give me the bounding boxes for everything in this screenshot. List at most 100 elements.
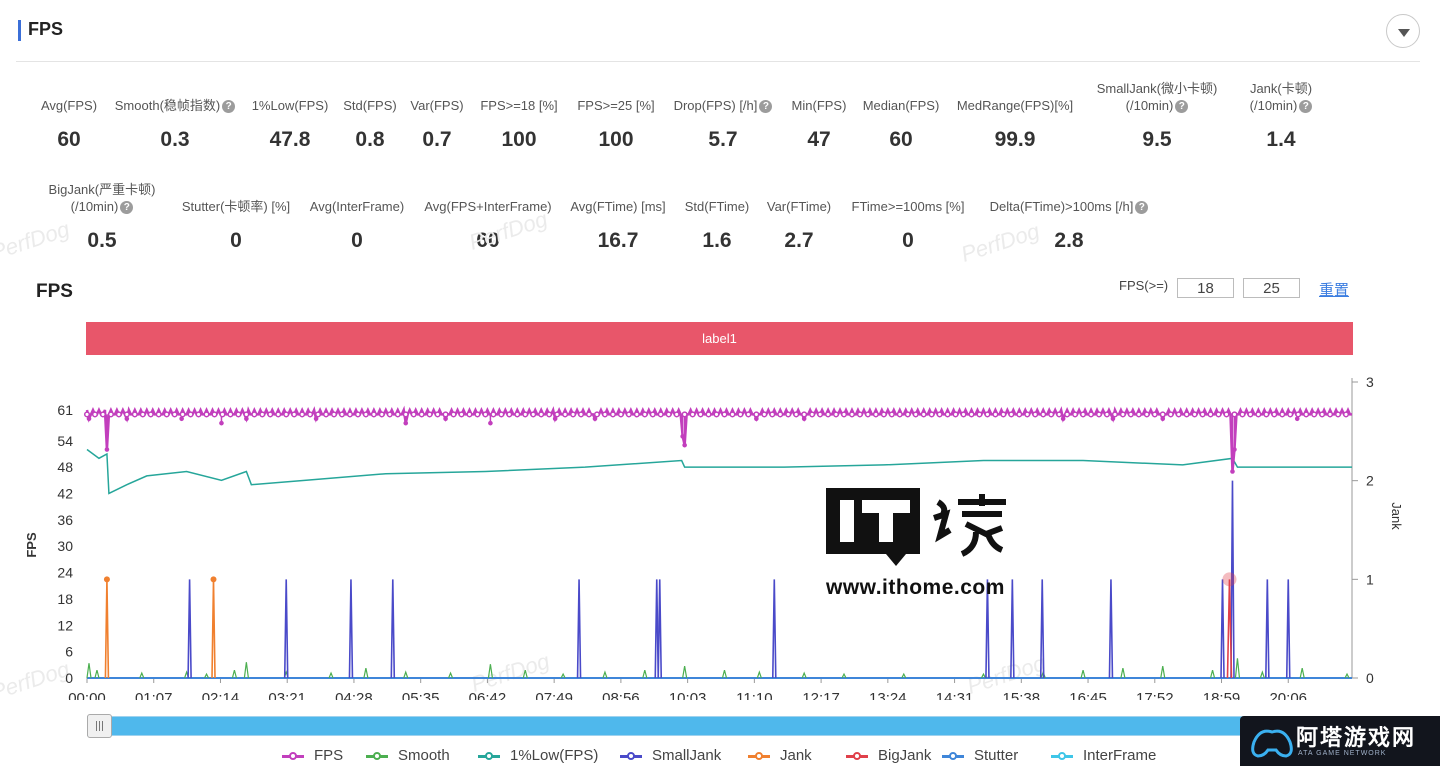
fps-dip-point [488, 420, 493, 426]
fps-point [338, 411, 346, 418]
fps-point [737, 411, 744, 418]
fps-point [546, 411, 553, 418]
fps-point [745, 411, 752, 418]
fps-point [195, 411, 202, 418]
fps-point [1119, 411, 1126, 418]
x-tick-label: 01:07 [135, 690, 173, 700]
y-tick-label: 6 [65, 644, 73, 660]
fps-point [1183, 411, 1190, 418]
reset-link[interactable]: 重置 [1319, 282, 1350, 299]
metric-r1-12: Jank(卡顿) (/10min)? 1.4 [1191, 80, 1371, 152]
fps-point [1263, 411, 1270, 418]
metric-label: Std(FPS) [343, 98, 397, 113]
metric-label: 1%Low(FPS) [251, 98, 329, 113]
fps-dip-point [682, 442, 687, 448]
y-tick-label: 30 [57, 538, 73, 554]
metric-label: Min(FPS) [791, 98, 847, 113]
x-tick-label: 00:00 [68, 690, 106, 700]
y-tick-label: 24 [57, 565, 73, 581]
series-smalljank-spike [1265, 579, 1270, 679]
label-band[interactable]: label1 [86, 322, 1353, 355]
help-icon[interactable]: ? [120, 201, 134, 214]
x-tick-label: 04:28 [335, 690, 373, 700]
fps-point [458, 411, 465, 418]
metric-value: 0.7 [422, 128, 452, 151]
fps-point [625, 411, 632, 418]
metric-label: Avg(FPS) [40, 98, 98, 113]
fps-point [139, 411, 146, 418]
series-jank-spike [211, 579, 216, 679]
fps-point [498, 411, 505, 418]
fps-point [1231, 411, 1238, 418]
time-range-scrollbar[interactable] [87, 716, 1352, 736]
fps-point [1167, 411, 1174, 418]
help-icon[interactable]: ? [1299, 100, 1313, 113]
gamepad-icon [1251, 729, 1293, 758]
x-tick-label: 14:31 [936, 690, 974, 700]
help-icon[interactable]: ? [1175, 100, 1189, 113]
metric-label: MedRange(FPS)[%] [956, 98, 1074, 113]
fps-point [1048, 411, 1055, 418]
fps-point [705, 411, 712, 418]
metric-label-unit: (/10min)? [1191, 97, 1371, 114]
fps-point [1064, 411, 1071, 418]
fps-point [856, 411, 863, 418]
fps-threshold-1-input[interactable] [1177, 278, 1234, 298]
metric-value: 0.8 [355, 128, 385, 151]
y-tick-label: 36 [57, 512, 73, 528]
fps-point [155, 411, 162, 418]
fps-point [171, 411, 178, 418]
fps-point [1215, 411, 1222, 418]
series-bigjank-spike [1226, 579, 1233, 679]
y-right-tick-label: 3 [1366, 374, 1374, 390]
fps-point [426, 411, 433, 418]
fps-point [299, 411, 306, 418]
fps-point [163, 411, 170, 418]
fps-dip-point [244, 416, 249, 422]
scrollbar-handle[interactable] [87, 714, 112, 738]
fps-point [243, 411, 250, 418]
fps-point [904, 411, 911, 418]
metric-value: 0 [351, 229, 363, 252]
fps-point [1000, 411, 1007, 418]
fps-point [275, 411, 282, 418]
series-smalljank-spike [390, 579, 396, 679]
fps-point [920, 411, 927, 418]
fps-point [657, 411, 664, 418]
metric-r1-11: SmallJank(微小卡顿) (/10min)? 9.5 [1067, 80, 1247, 152]
x-tick-label: 13:24 [869, 690, 907, 700]
metric-label: FPS>=18 [%] [480, 98, 558, 113]
fps-point [1295, 411, 1302, 418]
fps-point [418, 411, 425, 418]
metric-value: 47.8 [269, 128, 311, 151]
fps-point [1207, 411, 1214, 418]
fps-point [633, 411, 640, 418]
fps-dip-point [124, 416, 130, 422]
fps-point [107, 411, 114, 418]
metric-label: Avg(InterFrame) [309, 199, 405, 214]
help-icon[interactable]: ? [759, 100, 773, 113]
fps-point [123, 411, 130, 418]
fps-point [474, 411, 481, 418]
fps-point [482, 411, 489, 418]
fps-dip-point [179, 416, 184, 422]
collapse-button[interactable] [1386, 14, 1420, 48]
jank-marker [103, 576, 110, 583]
metric-r2-7: FTime>=100ms [%] 0 [818, 198, 998, 253]
label-band-text: label1 [702, 331, 737, 346]
fps-point [538, 411, 545, 418]
fps-threshold-2-input[interactable] [1243, 278, 1300, 298]
fps-point [1032, 411, 1039, 418]
fps-point [1175, 411, 1182, 418]
fps-point [323, 411, 330, 418]
fps-point [848, 411, 856, 418]
metric-r1-9: Median(FPS) 60 [811, 97, 991, 152]
fps-point [769, 411, 776, 418]
help-icon[interactable]: ? [222, 100, 236, 113]
fps-point [235, 411, 242, 418]
metric-label: Delta(FTime)>100ms [/h]? [979, 198, 1159, 215]
fps-point [1056, 411, 1063, 418]
help-icon[interactable]: ? [1135, 201, 1149, 214]
fps-dip-point [104, 447, 110, 452]
